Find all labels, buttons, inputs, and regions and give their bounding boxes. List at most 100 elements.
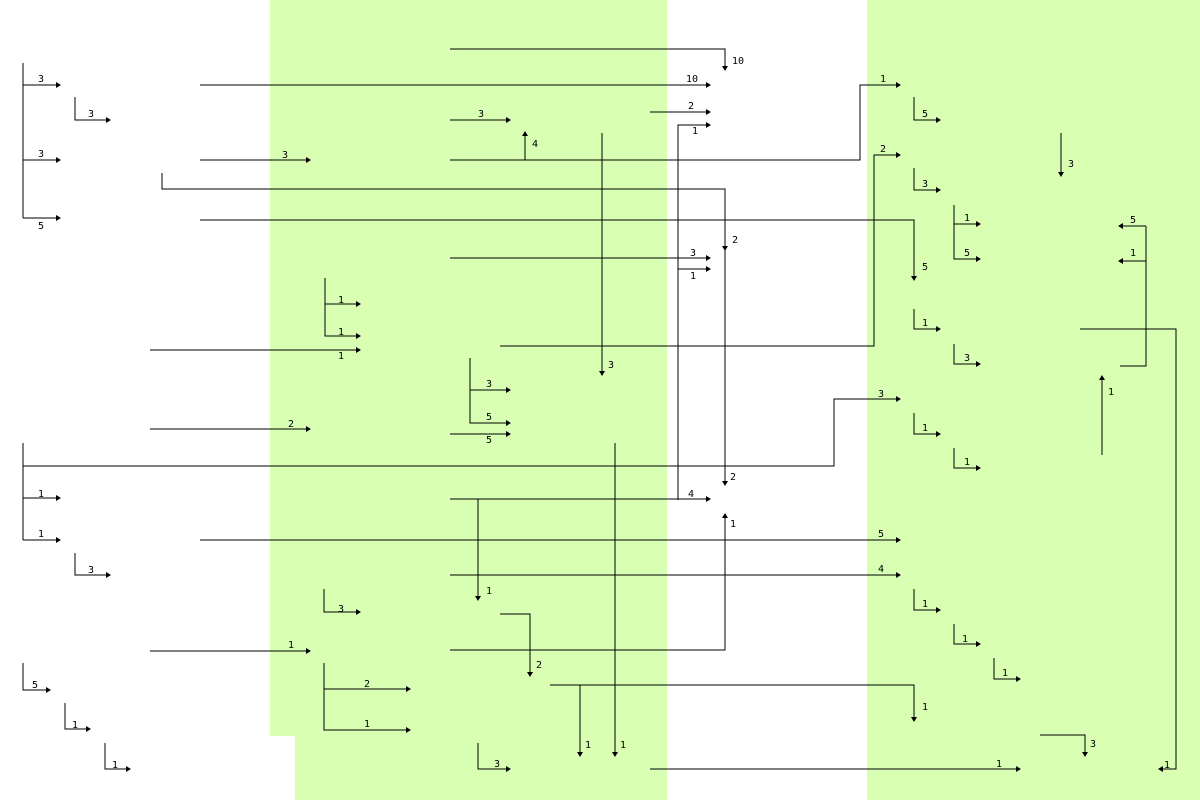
connector-lines <box>22 48 1177 770</box>
arrowhead <box>722 66 728 71</box>
edge-label: 3 <box>922 179 928 190</box>
edge-label: 1 <box>38 529 44 540</box>
edge-label: 1 <box>880 74 886 85</box>
connector <box>913 413 938 435</box>
arrowhead <box>506 431 511 437</box>
edge-label: 5 <box>38 221 44 232</box>
arrowhead <box>706 266 711 272</box>
arrowhead <box>356 347 361 353</box>
arrowheads <box>46 66 1163 772</box>
edge-label: 5 <box>964 248 970 259</box>
arrowhead <box>126 766 131 772</box>
arrowhead <box>56 157 61 163</box>
arrowhead <box>936 117 941 123</box>
connector <box>450 516 726 651</box>
arrowhead <box>56 537 61 543</box>
edge-label: 1 <box>1130 248 1136 259</box>
arrowhead <box>911 276 917 281</box>
connector <box>469 358 508 424</box>
edge-label: 1 <box>996 759 1002 770</box>
arrowhead <box>706 255 711 261</box>
edge-label: 1 <box>962 634 968 645</box>
band-left <box>270 0 667 800</box>
connector <box>450 84 898 161</box>
connector <box>200 219 915 278</box>
edge-label: 3 <box>338 604 344 615</box>
connector <box>324 278 358 337</box>
arrowhead <box>722 513 728 518</box>
arrowhead <box>1016 766 1021 772</box>
edge-label: 1 <box>486 586 492 597</box>
connector <box>1040 734 1086 754</box>
connector <box>913 97 938 121</box>
arrowhead <box>86 726 91 732</box>
edge-label: 1 <box>964 213 970 224</box>
arrowhead <box>56 495 61 501</box>
edge-label: 1 <box>338 295 344 306</box>
connector <box>1080 328 1177 770</box>
edge-label: 2 <box>688 101 694 112</box>
connector <box>323 663 408 731</box>
edge-label: 3 <box>38 149 44 160</box>
arrowhead <box>506 387 511 393</box>
arrowhead <box>1099 375 1105 380</box>
edge-label: 3 <box>486 379 492 390</box>
arrowhead <box>475 596 481 601</box>
arrowhead <box>577 752 583 757</box>
arrowhead <box>1016 676 1021 682</box>
arrowhead <box>896 572 901 578</box>
edge-label: 1 <box>338 351 344 362</box>
connector <box>953 624 978 645</box>
arrowhead <box>706 496 711 502</box>
edge-label: 5 <box>878 529 884 540</box>
arrowhead <box>722 481 728 486</box>
arrowhead <box>976 361 981 367</box>
arrowhead <box>976 221 981 227</box>
arrowhead <box>522 131 528 136</box>
band-right <box>867 0 1200 800</box>
edge-label: 5 <box>32 680 38 691</box>
edge-label: 5 <box>1130 215 1136 226</box>
arrowhead <box>106 572 111 578</box>
arrowhead <box>1118 258 1123 264</box>
arrowhead <box>1082 752 1088 757</box>
arrowhead <box>506 766 511 772</box>
edge-label: 1 <box>364 719 370 730</box>
arrowhead <box>56 82 61 88</box>
edge-labels: 10 10 3 3 3 5 2 3 1 3 4 1 2 5 3 3 2 3 1 … <box>32 56 1170 771</box>
connector <box>500 154 898 347</box>
edge-label: 3 <box>38 74 44 85</box>
edge-label: 1 <box>922 423 928 434</box>
edge-label: 1 <box>112 760 118 771</box>
edge-label: 5 <box>486 412 492 423</box>
edge-label: 1 <box>922 702 928 713</box>
edge-label: 1 <box>1164 760 1170 771</box>
arrowhead <box>896 152 901 158</box>
arrowhead <box>612 752 618 757</box>
connector <box>64 703 88 730</box>
edge-label: 1 <box>692 126 698 137</box>
connector <box>953 344 978 365</box>
arrowhead <box>896 396 901 402</box>
edge-label: 4 <box>878 564 884 575</box>
edge-label: 4 <box>532 139 538 150</box>
edge-label: 3 <box>608 360 614 371</box>
arrowhead <box>406 727 411 733</box>
arrowhead <box>896 82 901 88</box>
arrowhead <box>722 246 728 251</box>
arrowhead <box>1118 223 1123 229</box>
connector <box>913 168 938 191</box>
connector <box>953 205 978 260</box>
connector <box>74 553 108 576</box>
connector <box>677 124 708 160</box>
arrowhead <box>306 157 311 163</box>
arrowhead <box>356 301 361 307</box>
edge-label: 3 <box>964 353 970 364</box>
arrowhead <box>599 371 605 376</box>
arrowhead <box>1058 172 1064 177</box>
edge-label: 10 <box>686 74 698 85</box>
arrowhead <box>976 641 981 647</box>
arrowhead <box>706 82 711 88</box>
